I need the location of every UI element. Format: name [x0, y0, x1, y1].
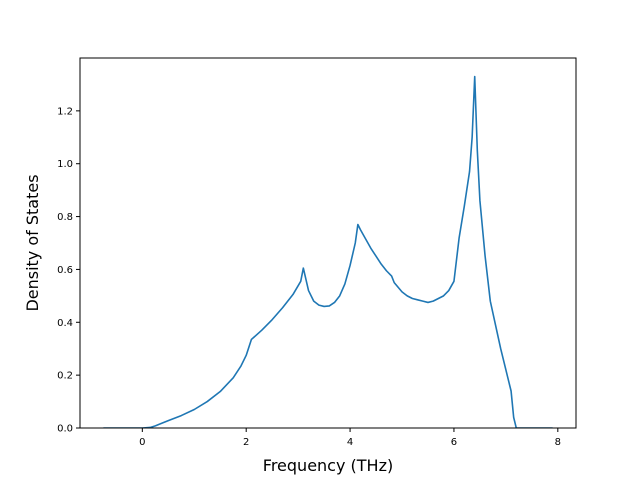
y-tick-label: 1.2 — [57, 106, 73, 117]
x-tick-label: 0 — [139, 437, 145, 448]
y-tick-label: 0.0 — [57, 424, 73, 435]
y-axis-label: Density of States — [23, 174, 42, 311]
x-tick-label: 4 — [347, 437, 353, 448]
x-axis: 0 2 4 6 8 — [139, 428, 561, 448]
y-tick-label: 1.0 — [57, 159, 73, 170]
y-tick-label: 0.2 — [57, 371, 73, 382]
plot-area — [103, 75, 553, 428]
axes-frame — [79, 57, 577, 429]
y-tick-label: 0.8 — [57, 212, 73, 223]
x-axis-label: Frequency (THz) — [263, 456, 393, 475]
y-axis: 0.0 0.2 0.4 0.6 0.8 1.0 1.2 — [57, 106, 80, 435]
x-tick-label: 6 — [451, 437, 457, 448]
x-tick-label: 8 — [555, 437, 561, 448]
dos-series-line — [103, 75, 553, 428]
y-tick-label: 0.6 — [57, 265, 73, 276]
y-tick-label: 0.4 — [57, 318, 73, 329]
x-tick-label: 2 — [243, 437, 249, 448]
